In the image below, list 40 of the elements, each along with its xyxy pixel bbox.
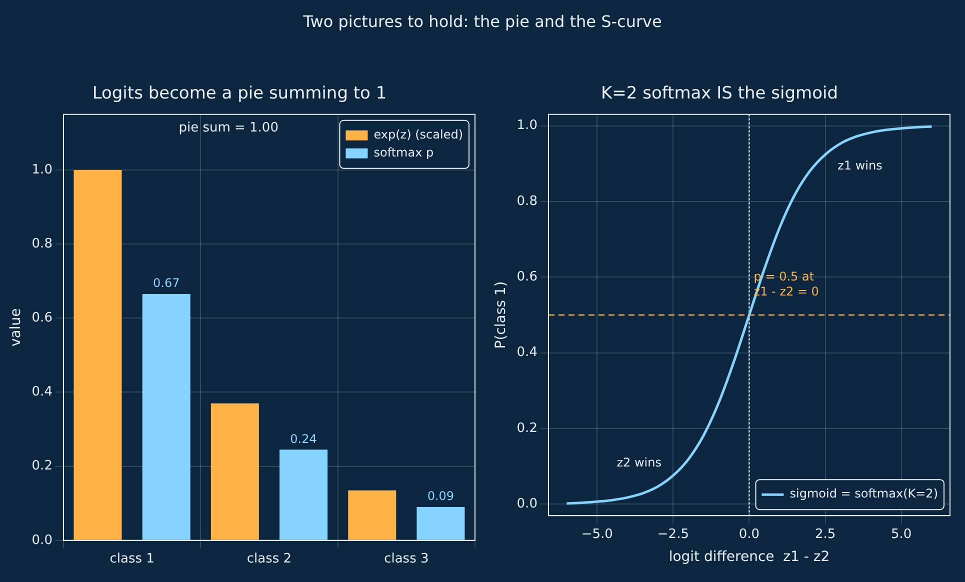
x-tick-label: class 3 [384,552,429,567]
y-axis-title: P(class 1) [493,281,510,349]
x-tick-label: −2.5 [657,526,689,542]
legend-label: softmax p [374,146,434,160]
y-tick-label: 0.6 [32,310,52,326]
x-tick-label: 2.5 [814,526,836,542]
y-tick-label: 0.4 [32,384,52,400]
annotation: pie sum = 1.00 [178,120,278,136]
y-tick-label: 0.6 [516,270,538,285]
x-tick-label: class 1 [110,552,154,567]
annotation: z2 wins [616,456,662,470]
y-tick-label: 0.0 [516,496,538,512]
bar [142,294,190,540]
y-tick-label: 0.4 [516,345,538,360]
x-tick-label: 5.0 [890,526,912,542]
y-tick-label: 1.0 [516,118,538,134]
y-tick-label: 0.8 [516,194,538,209]
text: Two pictures to hold: the pie and the S-curve [302,11,663,33]
x-tick-label: 0.0 [738,526,760,542]
legend-label: sigmoid = softmax(K=2) [790,486,938,501]
data-label: 0.24 [290,432,317,446]
bar [280,450,328,540]
x-tick-label: class 2 [246,552,292,567]
annotation: z1 wins [838,158,882,173]
data-label: 0.67 [152,276,180,290]
data-label: 0.09 [427,489,454,504]
y-axis-title: value [8,308,24,347]
bar [210,403,259,540]
y-tick-label: 0.2 [32,458,52,474]
bar [74,170,122,540]
y-tick-label: 0.8 [32,236,52,252]
chart-title: Logits become a pie summing to 1 [92,84,387,104]
bar [348,490,396,540]
y-tick-label: 0.2 [516,420,538,436]
x-axis-title: logit difference z1 - z2 [668,549,830,566]
legend-label: exp(z) (scaled) [374,128,464,142]
y-tick-label: 1.0 [32,162,52,178]
x-tick-label: −5.0 [581,526,613,542]
chart-title: K=2 softmax IS the sigmoid [600,84,838,104]
bar [416,507,465,540]
